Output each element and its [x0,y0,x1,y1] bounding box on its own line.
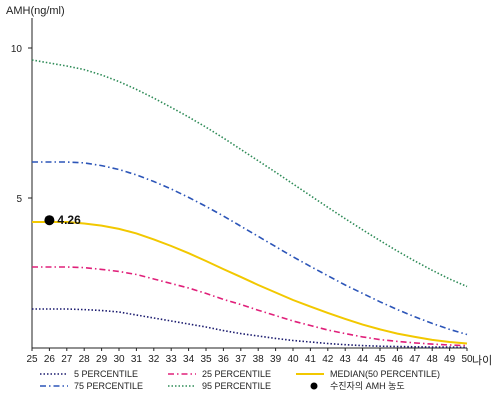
series-layer [31,59,468,349]
x-tick-label: 45 [374,354,386,365]
patient-amh-value: 4.26 [57,213,81,227]
x-tick-label: 43 [340,354,352,365]
x-tick-label: 46 [392,354,404,365]
x-tick-label: 41 [305,354,317,365]
legend-marker-label: 수진자의 AMH 농도 [330,381,405,391]
x-tick-label: 32 [148,354,160,365]
x-tick-label: 35 [200,354,212,365]
x-tick-label: 27 [61,354,73,365]
series-line-1 [32,266,468,347]
legend-label-1: 25 PERCENTILE [202,369,271,379]
marker-layer: 4.26 [44,213,81,227]
x-tick-label: 37 [235,354,247,365]
x-tick-label: 31 [131,354,143,365]
legend-label-4: 95 PERCENTILE [202,381,271,391]
legend: 5 PERCENTILE 25 PERCENTILE MEDIAN(50 PERCE… [40,369,440,391]
x-tick-label: 40 [287,354,299,365]
x-tick-label: 39 [270,354,282,365]
x-tick-label: 49 [444,354,456,365]
x-tick-label: 42 [322,354,334,365]
x-tick-label: 28 [79,354,91,365]
series-line-4 [31,59,468,288]
series-line-3 [32,161,468,336]
x-tick-label: 33 [166,354,178,365]
x-tick-label: 36 [218,354,230,365]
x-tick-label: 26 [44,354,56,365]
x-tick-label: 29 [96,354,108,365]
y-axis-title: AMH(ng/ml) [6,5,65,17]
x-axis-title: 나이 [472,354,492,367]
patient-amh-marker [44,215,55,226]
legend-label-3: 75 PERCENTILE [74,381,143,391]
x-tick-label: 25 [26,354,38,365]
x-tick-label: 38 [253,354,265,365]
y-tick-label: 5 [16,194,22,205]
x-tick-label: 44 [357,354,369,365]
y-tick-label: 10 [11,44,23,55]
series-line-0 [32,308,468,349]
legend-label-2: MEDIAN(50 PERCENTILE) [330,369,440,379]
series-line-2 [32,221,468,345]
axes: 5 10 25 26 27 28 29 30 31 32 33 34 35 36 37 38 39 40 41 42 4… [11,18,473,365]
x-tick-label: 34 [183,354,195,365]
x-tick-label: 30 [113,354,125,365]
legend-marker-swatch [310,382,318,390]
legend-label-0: 5 PERCENTILE [74,369,138,379]
x-tick-label: 48 [427,354,439,365]
x-tick-label: 47 [409,354,421,365]
x-tick-label: 50 [461,354,473,365]
